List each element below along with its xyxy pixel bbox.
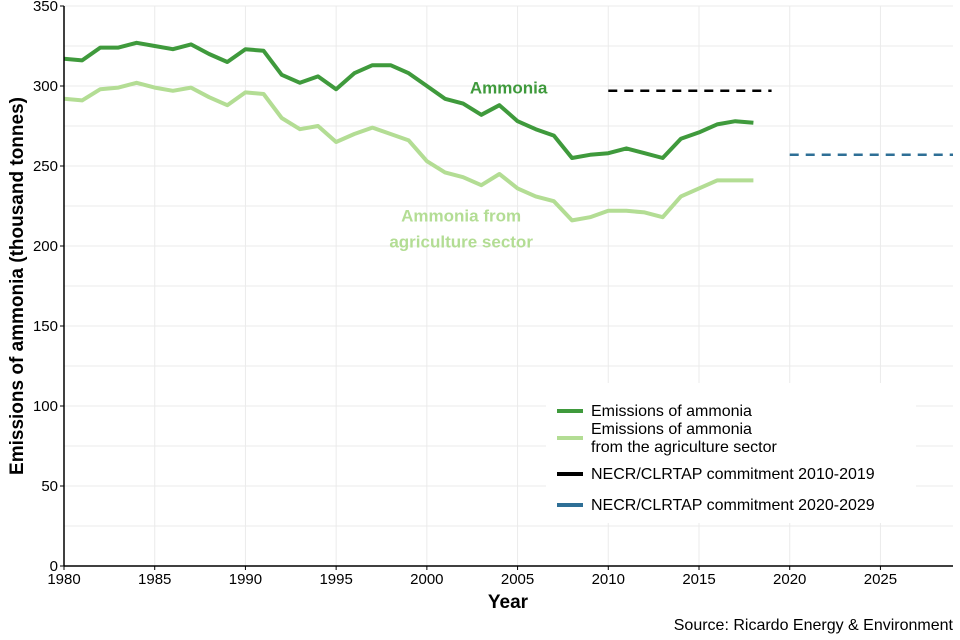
y-tick-label: 250 bbox=[33, 158, 58, 175]
y-tick-label: 100 bbox=[33, 398, 58, 415]
x-tick-label: 2015 bbox=[682, 571, 715, 588]
annotation-agriculture: agriculture sector bbox=[389, 232, 533, 251]
y-tick-label: 150 bbox=[33, 318, 58, 335]
series-line-agriculture bbox=[63, 80, 754, 223]
x-tick-label: 1985 bbox=[138, 571, 171, 588]
source-note: Source: Ricardo Energy & Environment bbox=[674, 617, 954, 634]
x-axis-title: Year bbox=[488, 592, 529, 613]
legend-background bbox=[546, 383, 916, 523]
annotation-ammonia: Ammonia bbox=[470, 79, 548, 98]
legend-label-4: NECR/CLRTAP commitment 2020-2029 bbox=[591, 497, 875, 514]
y-tick-label: 50 bbox=[41, 478, 58, 495]
legend-label-2: from the agriculture sector bbox=[591, 439, 778, 456]
annotations: Ammonia Ammonia from agriculture sector bbox=[389, 79, 547, 252]
x-tick-label: 2025 bbox=[864, 571, 897, 588]
axes: 0 50 100 150 200 250 300 350 1980 1985 1990 1995 200… bbox=[33, 0, 953, 588]
y-axis-title: Emissions of ammonia (thousand tonnes) bbox=[7, 97, 28, 475]
series-line-ammonia bbox=[63, 40, 754, 160]
series-lines bbox=[63, 40, 754, 223]
legend-label-3: NECR/CLRTAP commitment 2010-2019 bbox=[591, 466, 875, 483]
y-tick-label: 0 bbox=[50, 558, 58, 575]
reference-lines bbox=[608, 89, 953, 157]
y-tick-label: 350 bbox=[33, 0, 58, 15]
legend-label-2: Emissions of ammonia bbox=[591, 421, 752, 438]
x-tick-label: 2010 bbox=[592, 571, 625, 588]
annotation-agriculture: Ammonia from bbox=[401, 206, 521, 225]
y-tick-label: 200 bbox=[33, 238, 58, 255]
legend-label-1: Emissions of ammonia bbox=[591, 403, 752, 420]
x-tick-label: 1990 bbox=[229, 571, 262, 588]
x-tick-label: 2005 bbox=[501, 571, 534, 588]
x-tick-label: 2000 bbox=[410, 571, 443, 588]
x-tick-label: 1995 bbox=[319, 571, 352, 588]
y-tick-label: 300 bbox=[33, 78, 58, 95]
x-tick-label: 2020 bbox=[773, 571, 806, 588]
x-tick-label: 1980 bbox=[47, 571, 80, 588]
